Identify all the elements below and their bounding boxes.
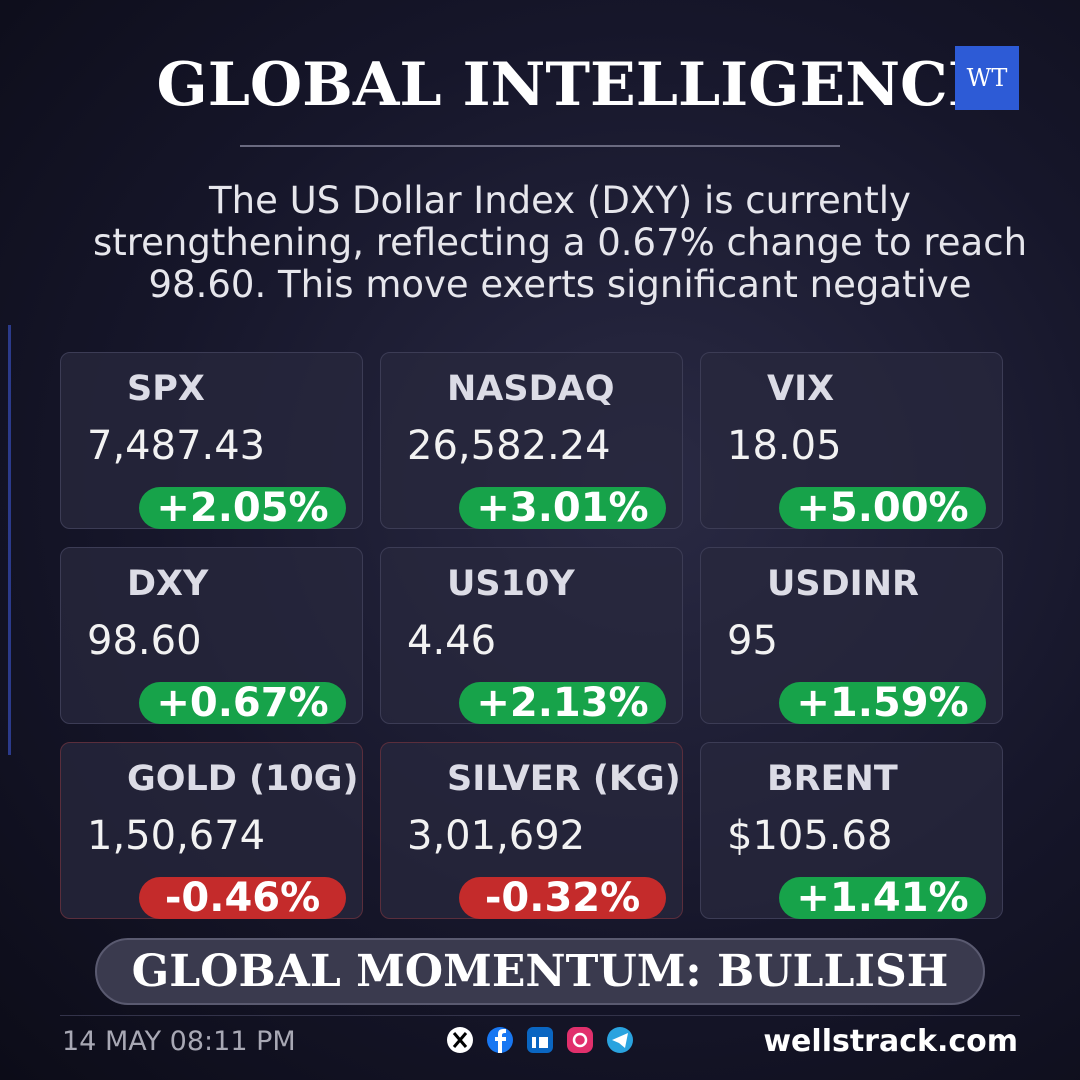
divider — [60, 1015, 1020, 1016]
title: GLOBAL INTELLIGENCE — [156, 50, 994, 120]
ticker-name: BRENT — [767, 759, 898, 799]
ticker-value: 98.60 — [87, 618, 202, 664]
summary: The US Dollar Index (DXY) is currently s… — [92, 179, 1028, 306]
divider — [240, 145, 840, 147]
ticker-card: SPX 7,487.43 +2.05% — [60, 352, 363, 531]
ticker-name: DXY — [127, 564, 209, 604]
instagram-glyph — [572, 1032, 588, 1048]
ticker-change: +2.05% — [139, 485, 346, 531]
ticker-name: US10Y — [447, 564, 575, 604]
ticker-change: -0.46% — [139, 875, 346, 921]
ticker-card: US10Y 4.46 +2.13% — [380, 547, 683, 726]
ticker-card: VIX 18.05 +5.00% — [700, 352, 1003, 531]
site-link[interactable]: wellstrack.com — [763, 1024, 1018, 1059]
ticker-change: +1.41% — [779, 875, 986, 921]
banner: GLOBAL MOMENTUM: BULLISH — [95, 938, 985, 1005]
facebook-glyph — [495, 1029, 506, 1053]
ticker-value: 4.46 — [407, 618, 497, 664]
ticker-value: 7,487.43 — [87, 423, 266, 469]
ticker-change: +3.01% — [459, 485, 666, 531]
linkedin-glyph — [539, 1037, 548, 1048]
linkedin-glyph — [532, 1037, 536, 1048]
ticker-change: -0.32% — [459, 875, 666, 921]
ticker-value: 26,582.24 — [407, 423, 611, 469]
edge-accent — [8, 325, 11, 755]
ticker-name: SILVER (KG) — [447, 759, 681, 799]
ticker-change: +5.00% — [779, 485, 986, 531]
ticker-card: NASDAQ 26,582.24 +3.01% — [380, 352, 683, 531]
ticker-card: GOLD (10G) 1,50,674 -0.46% — [60, 742, 363, 921]
ticker-card: DXY 98.60 +0.67% — [60, 547, 363, 726]
ticker-value: 18.05 — [727, 423, 842, 469]
ticker-change: +0.67% — [139, 680, 346, 726]
ticker-name: SPX — [127, 369, 205, 409]
ticker-card: SILVER (KG) 3,01,692 -0.32% — [380, 742, 683, 921]
ticker-card: USDINR 95 +1.59% — [700, 547, 1003, 726]
ticker-card: BRENT $105.68 +1.41% — [700, 742, 1003, 921]
ticker-value: 3,01,692 — [407, 813, 586, 859]
instagram-icon[interactable] — [567, 1027, 593, 1053]
ticker-change: +1.59% — [779, 680, 986, 726]
ticker-value: $105.68 — [727, 813, 893, 859]
logo: WT — [955, 46, 1019, 110]
ticker-value: 95 — [727, 618, 778, 664]
ticker-name: GOLD (10G) — [127, 759, 359, 799]
ticker-name: VIX — [767, 369, 835, 409]
x-glyph — [452, 1032, 468, 1048]
ticker-name: USDINR — [767, 564, 919, 604]
timestamp: 14 MAY 08:11 PM — [62, 1026, 296, 1057]
ticker-name: NASDAQ — [447, 369, 615, 409]
ticker-change: +2.13% — [459, 680, 666, 726]
ticker-value: 1,50,674 — [87, 813, 266, 859]
social-icons — [447, 1027, 633, 1053]
telegram-glyph — [612, 1033, 628, 1048]
